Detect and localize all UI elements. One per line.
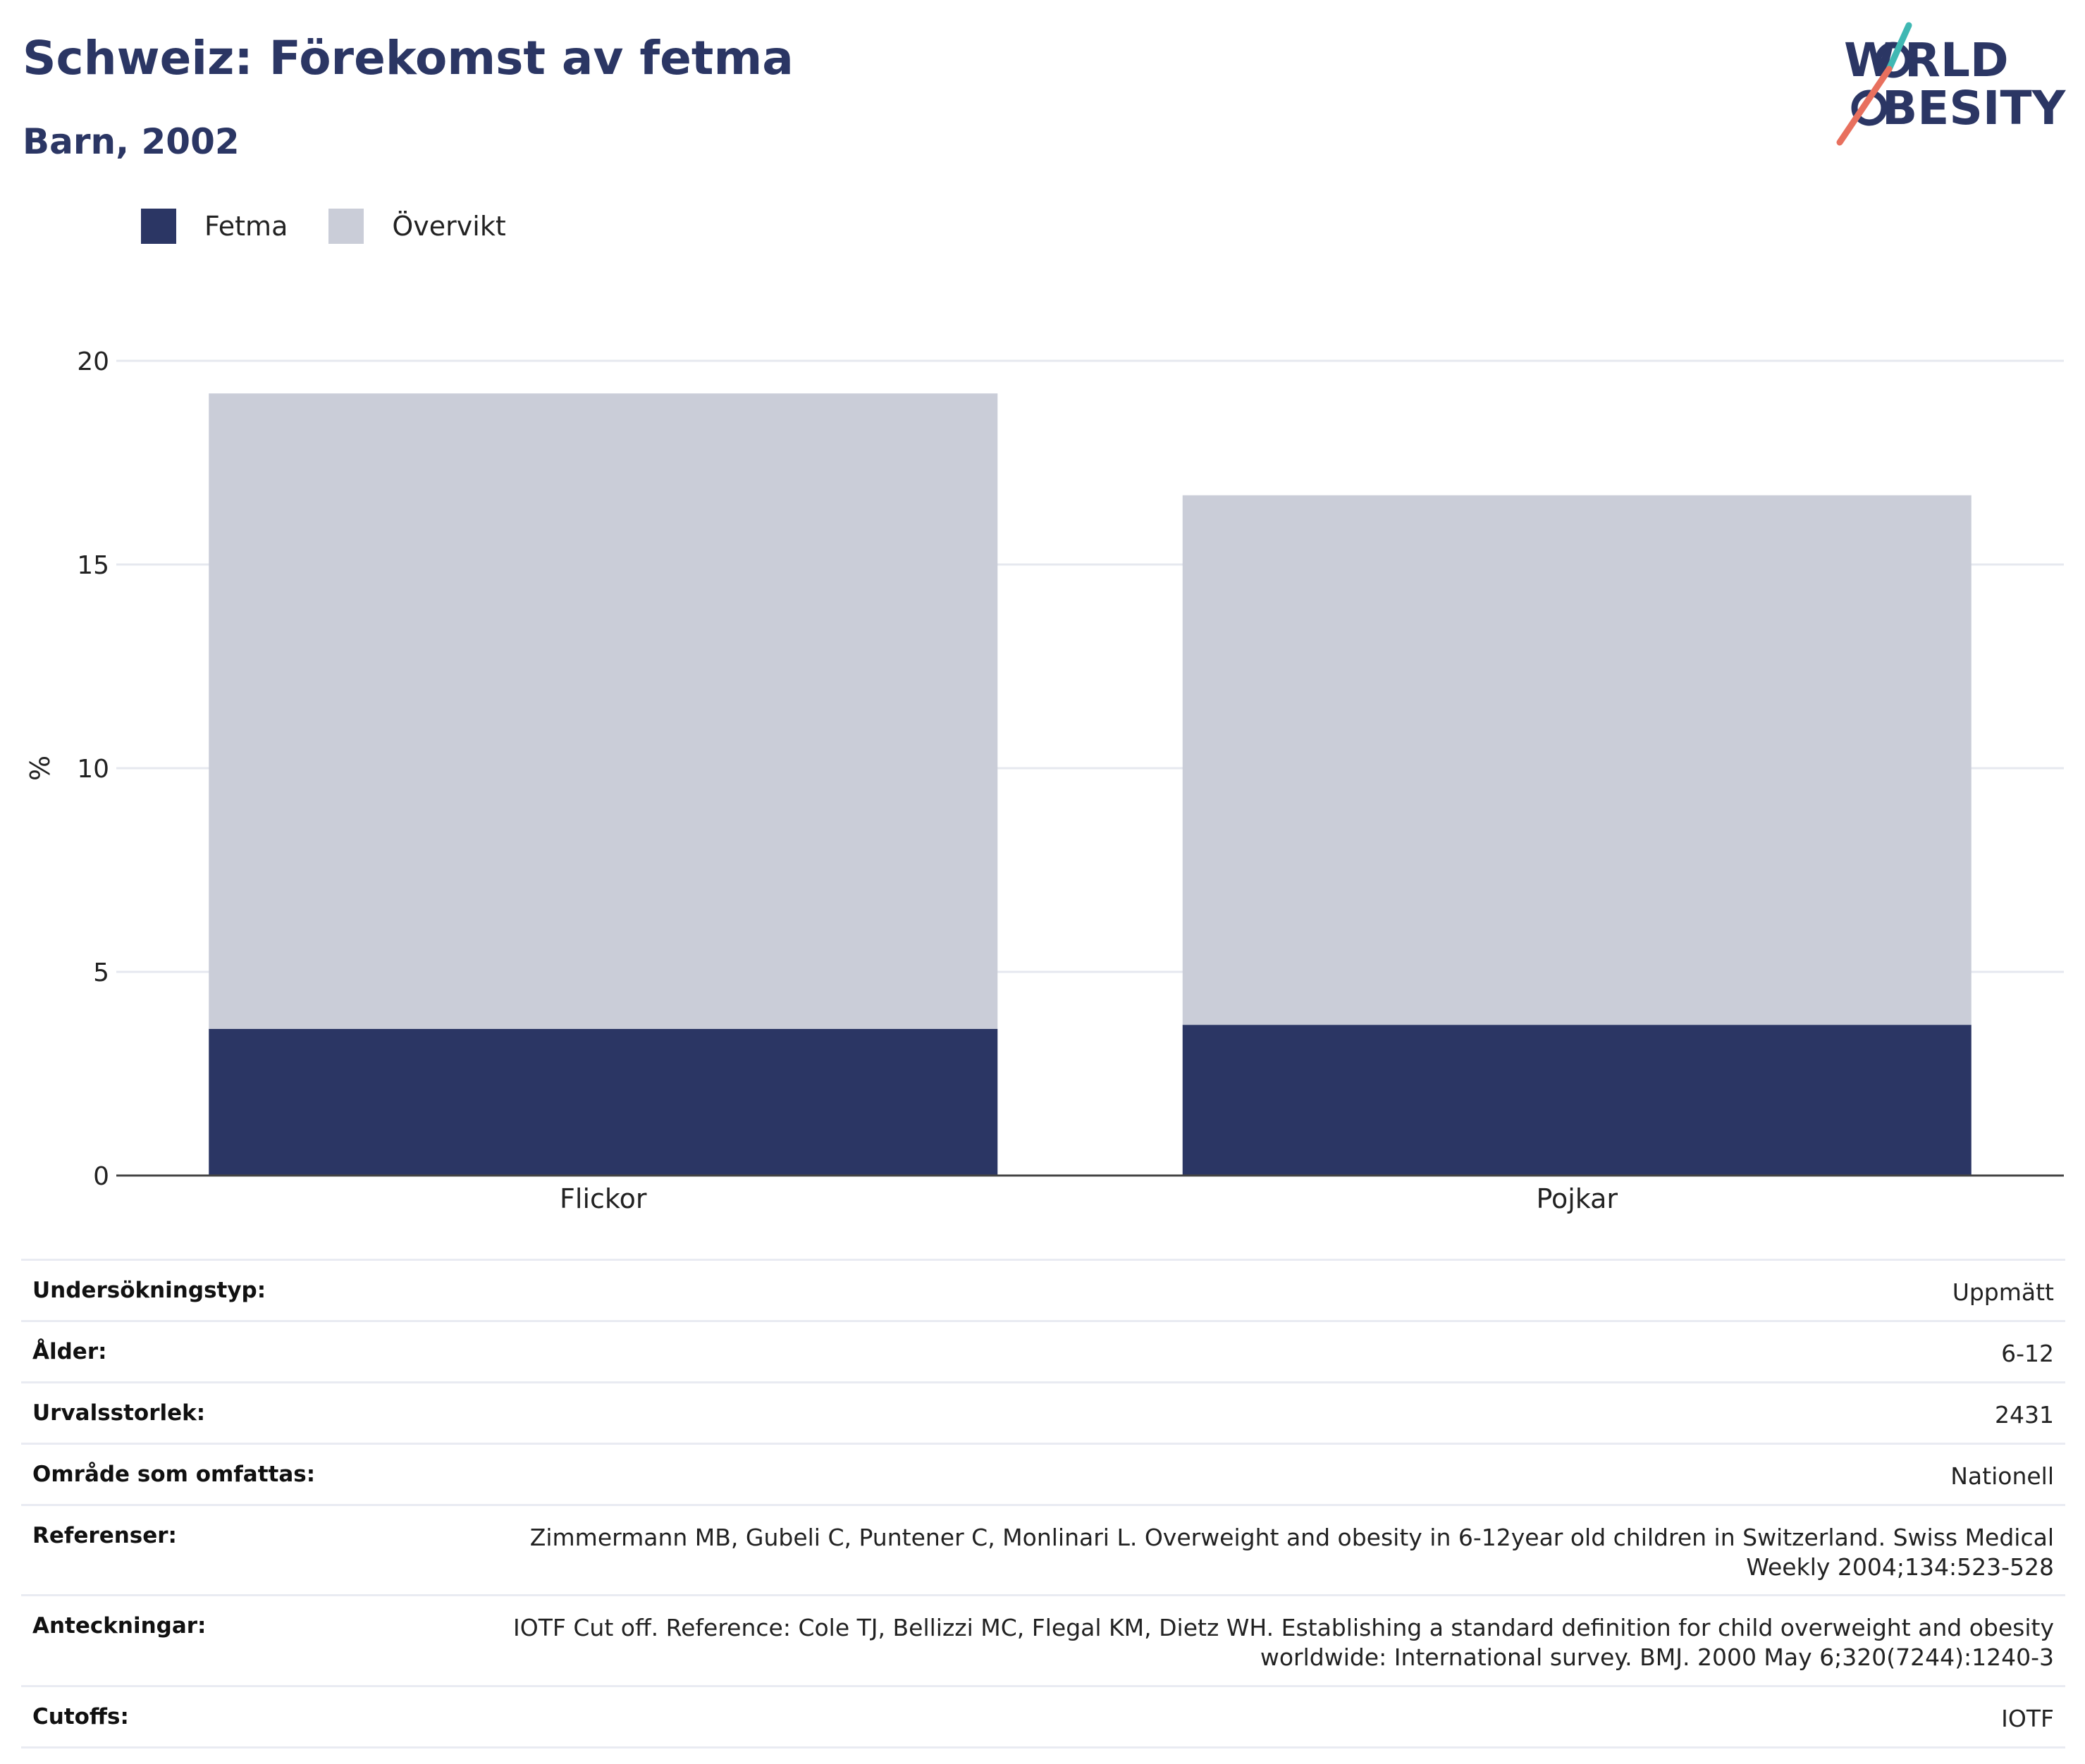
meta-label: Cutoffs: xyxy=(32,1704,129,1730)
x-tick-label: Flickor xyxy=(560,1183,647,1214)
meta-row-references: Referenser: Zimmermann MB, Gubeli C, Pun… xyxy=(21,1503,2065,1595)
y-tick-label: 15 xyxy=(77,551,109,580)
meta-row-notes: Anteckningar: IOTF Cut off. Reference: C… xyxy=(21,1594,2065,1685)
meta-value: Uppmätt xyxy=(1952,1278,2054,1306)
world-obesity-logo: W RLD BESITY xyxy=(1836,22,2067,146)
survey-metadata-table: Undersökningstyp: Uppmätt Ålder: 6-12 Ur… xyxy=(21,1259,2065,1749)
legend-swatch-overvikt xyxy=(328,209,364,244)
meta-row-cutoffs: Cutoffs: IOTF xyxy=(21,1685,2065,1749)
chart-legend: Fetma Övervikt xyxy=(141,209,547,244)
meta-value: IOTF xyxy=(2001,1705,2054,1733)
y-tick-label: 0 xyxy=(93,1162,109,1191)
y-tick-label: 10 xyxy=(77,755,109,784)
legend-item-fetma[interactable]: Fetma xyxy=(141,209,288,244)
meta-value: 2431 xyxy=(1995,1400,2054,1429)
meta-label: Anteckningar: xyxy=(32,1613,207,1639)
legend-label-overvikt: Övervikt xyxy=(392,211,506,242)
svg-text:RLD: RLD xyxy=(1905,33,2009,87)
legend-label-fetma: Fetma xyxy=(204,211,288,242)
y-axis-label: % xyxy=(25,755,56,781)
meta-row-area: Område som omfattas: Nationell xyxy=(21,1442,2065,1504)
legend-item-overvikt[interactable]: Övervikt xyxy=(328,209,506,244)
meta-row-sample-size: Urvalsstorlek: 2431 xyxy=(21,1381,2065,1443)
bar-pojkar-övervikt xyxy=(1182,495,1972,1025)
meta-value: Zimmermann MB, Gubeli C, Puntener C, Mon… xyxy=(529,1523,2054,1581)
meta-value: 6-12 xyxy=(2001,1339,2054,1367)
svg-text:W: W xyxy=(1844,33,1895,87)
bar-flickor-fetma xyxy=(209,1028,998,1176)
chart-title: Schweiz: Förekomst av fetma xyxy=(23,31,794,85)
bar-flickor-övervikt xyxy=(209,393,998,1029)
stacked-bar-chart: 0 5 10 15 20% Flickor Pojkar xyxy=(25,347,2064,1214)
y-tick-label: 20 xyxy=(77,347,109,376)
meta-label: Referenser: xyxy=(32,1522,177,1548)
meta-row-age: Ålder: 6-12 xyxy=(21,1319,2065,1381)
legend-swatch-fetma xyxy=(141,209,176,244)
meta-label: Urvalsstorlek: xyxy=(32,1400,206,1426)
meta-value: Nationell xyxy=(1950,1462,2054,1490)
chart-subtitle: Barn, 2002 xyxy=(23,121,240,162)
bar-pojkar-fetma xyxy=(1182,1025,1972,1176)
meta-row-survey-type: Undersökningstyp: Uppmätt xyxy=(21,1259,2065,1320)
meta-label: Område som omfattas: xyxy=(32,1461,316,1487)
meta-label: Undersökningstyp: xyxy=(32,1278,266,1303)
x-tick-label: Pojkar xyxy=(1536,1183,1618,1214)
y-tick-label: 5 xyxy=(93,958,109,987)
meta-value: IOTF Cut off. Reference: Cole TJ, Belliz… xyxy=(513,1614,2054,1672)
svg-text:BESITY: BESITY xyxy=(1882,81,2067,135)
meta-label: Ålder: xyxy=(32,1338,107,1364)
